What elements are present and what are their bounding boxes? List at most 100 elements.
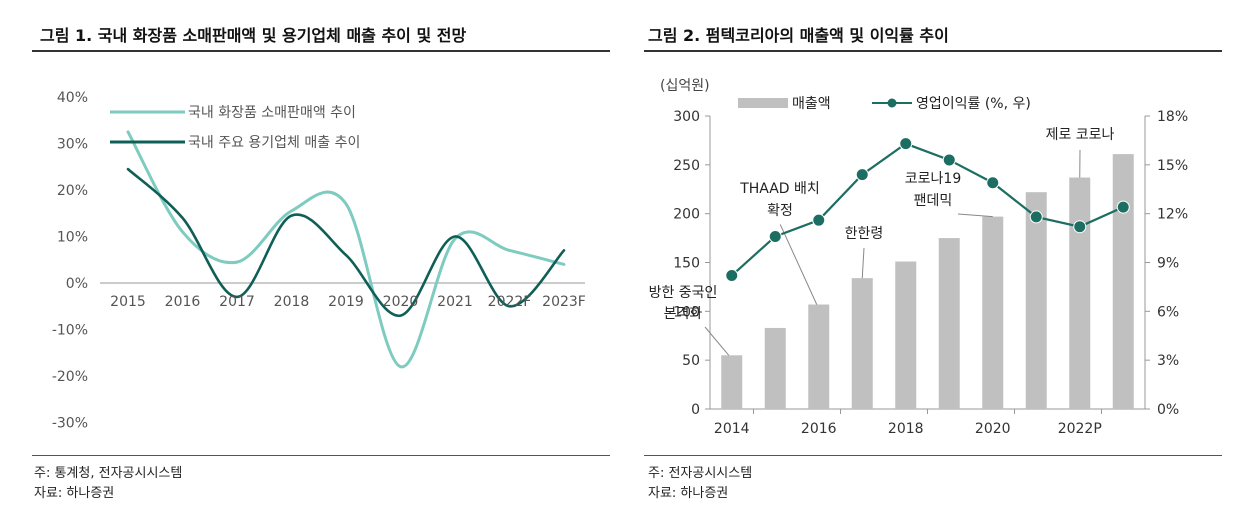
y-tick-label: 0%: [66, 276, 88, 292]
series-line-2: [126, 167, 566, 317]
x-tick-label: 2023F: [542, 294, 586, 310]
data-point: [454, 235, 457, 238]
annotation-label: 한한령: [845, 226, 884, 242]
margin-point: [986, 176, 1000, 190]
data-point: [563, 263, 566, 266]
margin-point: [855, 168, 869, 182]
margin-line: [731, 142, 1124, 277]
data-point: [127, 168, 130, 171]
revenue-bar: [1069, 177, 1091, 409]
x-tick-label: 2015: [110, 294, 146, 310]
legend-label-1: 국내 화장품 소매판매액 추이: [188, 105, 356, 121]
x-tick-label: 2020: [383, 294, 419, 310]
right-tick-label: 12%: [1157, 207, 1188, 223]
annotation-label: 팬데믹: [914, 193, 953, 209]
left-footer-rule: [32, 455, 610, 456]
revenue-bar: [982, 216, 1004, 409]
margin-point: [1073, 220, 1087, 234]
revenue-bar: [851, 278, 873, 409]
left-tick-label: 100: [673, 304, 700, 320]
x-tick-label: 2016: [165, 294, 201, 310]
margin-point: [812, 213, 826, 227]
left-tick-label: 200: [673, 207, 700, 223]
x-tick-label: 2022P: [1058, 421, 1102, 437]
x-tick-label: 2021: [437, 294, 473, 310]
right-tick-label: 18%: [1157, 109, 1188, 125]
right-footer-rule: [644, 455, 1222, 456]
annotation-label: 확정: [767, 203, 793, 219]
unit-label: (십억원): [660, 78, 710, 94]
data-point: [290, 214, 293, 217]
right-tick-label: 6%: [1157, 304, 1179, 320]
data-point: [345, 254, 348, 257]
y-tick-label: 40%: [57, 90, 88, 106]
margin-point: [768, 229, 782, 243]
right-tick-label: 0%: [1157, 402, 1179, 418]
revenue-bar: [721, 355, 743, 409]
revenue-bar: [764, 327, 786, 409]
x-tick-label: 2020: [975, 421, 1011, 437]
data-point: [290, 209, 293, 212]
right-note: 주: 전자공시시스템: [648, 466, 753, 481]
annotation-label: 제로 코로나: [1046, 127, 1115, 143]
right-tick-label: 9%: [1157, 256, 1179, 272]
annotation-leader: [957, 213, 993, 218]
right-chart-title: 그림 2. 펌텍코리아의 매출액 및 이익률 추이: [648, 26, 949, 45]
margin-point: [725, 269, 739, 283]
left-source: 자료: 하나증권: [34, 486, 115, 501]
legend-bar-swatch: [738, 98, 788, 108]
revenue-bar: [938, 238, 960, 409]
y-tick-label: 30%: [57, 137, 88, 153]
margin-point: [942, 153, 956, 167]
data-point: [236, 261, 239, 264]
margin-point: [1116, 200, 1130, 214]
legend-line-label: 영업이익률 (%, 우): [916, 96, 1031, 112]
data-point: [563, 249, 566, 252]
x-tick-label: 2018: [888, 421, 924, 437]
legend-bar-label: 매출액: [792, 96, 831, 112]
data-point: [508, 249, 511, 252]
y-tick-label: -20%: [52, 369, 88, 385]
left-line-chart: 40% 30% 20% 10% 0% -10% -20% -30% 2015 2016 2017 20…: [52, 90, 586, 432]
data-point: [181, 216, 184, 219]
annotation-leader: [704, 326, 730, 356]
annotation-label: THAAD 배치: [739, 181, 820, 197]
data-point: [181, 230, 184, 233]
x-tick-label: 2018: [274, 294, 310, 310]
x-tick-label: 2022F: [488, 294, 532, 310]
annotation-label: 코로나19: [905, 171, 961, 187]
revenue-bar: [1025, 192, 1047, 409]
annotation-label: 방한 중국인: [649, 285, 718, 301]
left-tick-label: 50: [682, 353, 700, 369]
left-chart-title: 그림 1. 국내 화장품 소매판매액 및 용기업체 매출 추이 및 전망: [40, 26, 467, 45]
left-title-rule: [32, 50, 610, 52]
left-tick-label: 0: [691, 402, 700, 418]
right-combo-chart: (십억원) 300 250 200 150 100 50 0 18% 15% 12% 9% 6% 3% 0%…: [649, 78, 1189, 437]
revenue-bar: [895, 261, 917, 409]
right-tick-label: 15%: [1157, 158, 1188, 174]
y-tick-label: 10%: [57, 230, 88, 246]
left-tick-label: 250: [673, 158, 700, 174]
left-note: 주: 통계청, 전자공시시스템: [34, 466, 183, 481]
series-line-1: [126, 130, 566, 369]
left-tick-label: 300: [673, 109, 700, 125]
legend-line-marker: [887, 98, 897, 108]
y-tick-label: 20%: [57, 183, 88, 199]
x-tick-label: 2019: [328, 294, 364, 310]
data-point: [127, 130, 130, 133]
revenue-bar: [808, 304, 830, 409]
x-tick-label: 2016: [801, 421, 837, 437]
annotation-leader: [861, 247, 865, 279]
right-tick-label: 3%: [1157, 353, 1179, 369]
left-tick-label: 150: [673, 256, 700, 272]
annotation-label: 본격화: [664, 306, 703, 322]
margin-point: [899, 137, 913, 151]
data-point: [399, 314, 402, 317]
right-title-rule: [644, 50, 1222, 52]
legend-label-2: 국내 주요 용기업체 매출 추이: [188, 135, 360, 151]
x-tick-label: 2017: [219, 294, 255, 310]
revenue-bar: [1112, 154, 1134, 409]
annotation-leader: [779, 224, 818, 305]
y-tick-label: -10%: [52, 323, 88, 339]
x-tick-label: 2014: [714, 421, 750, 437]
